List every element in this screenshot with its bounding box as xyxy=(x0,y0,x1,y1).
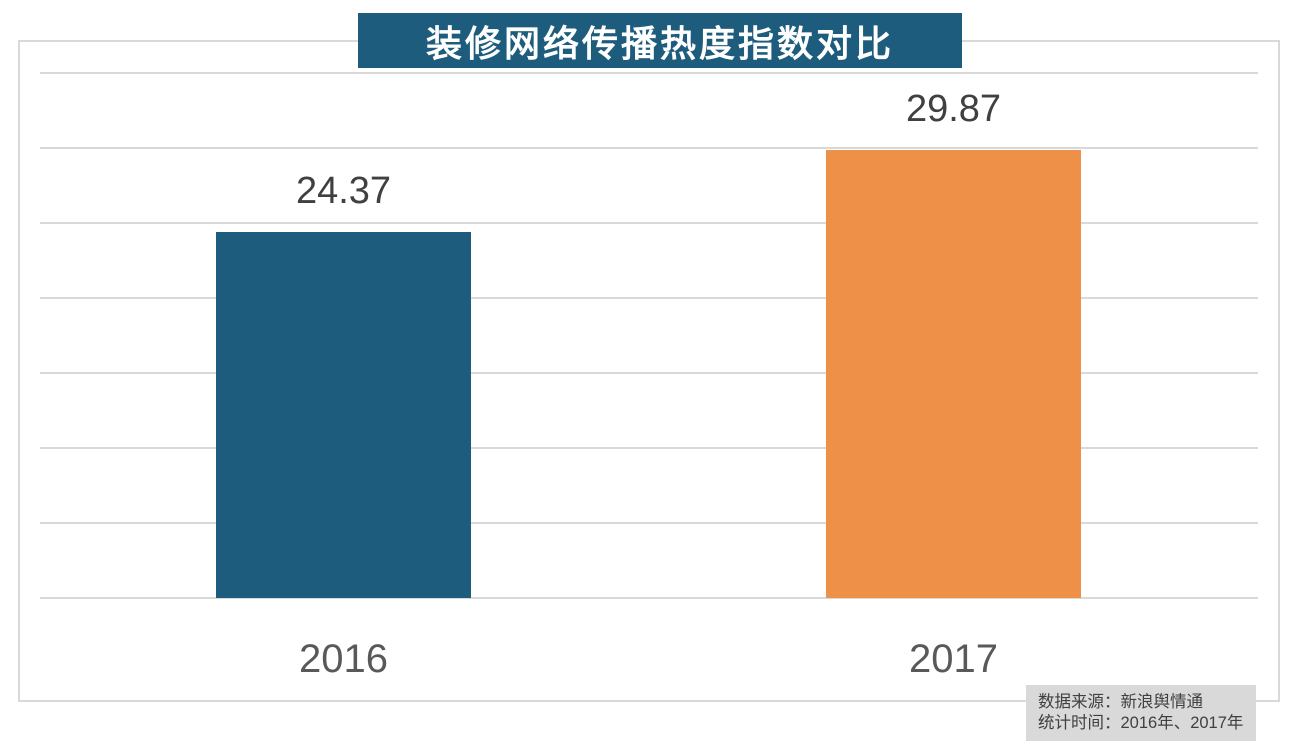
data-source-line: 数据来源：新浪舆情通 xyxy=(1038,693,1203,711)
gridline-25 xyxy=(40,222,1258,224)
source-note: 数据来源：新浪舆情通 统计时间：2016年、2017年 xyxy=(1026,685,1256,741)
gridline-15 xyxy=(40,372,1258,374)
gridline-0 xyxy=(40,597,1258,599)
bar-2016 xyxy=(216,232,471,598)
gridline-10 xyxy=(40,447,1258,449)
bar-group-2016: 24.37 2016 xyxy=(216,0,471,741)
gridline-5 xyxy=(40,522,1258,524)
bar-2017 xyxy=(826,149,1081,598)
stat-time-line: 统计时间：2016年、2017年 xyxy=(1038,714,1244,732)
chart-title: 装修网络传播热度指数对比 xyxy=(425,22,894,64)
category-label-2016: 2016 xyxy=(299,637,388,681)
plot-frame xyxy=(18,40,1280,702)
gridline-20 xyxy=(40,297,1258,299)
value-label-2017: 29.87 xyxy=(905,87,1002,130)
value-label-2016: 24.37 xyxy=(295,170,392,213)
bar-group-2017: 29.87 2017 xyxy=(826,0,1081,741)
gridline-35 xyxy=(40,72,1258,74)
chart-title-banner: 装修网络传播热度指数对比 xyxy=(358,13,962,68)
gridline-30 xyxy=(40,147,1258,149)
category-label-2017: 2017 xyxy=(909,637,998,681)
